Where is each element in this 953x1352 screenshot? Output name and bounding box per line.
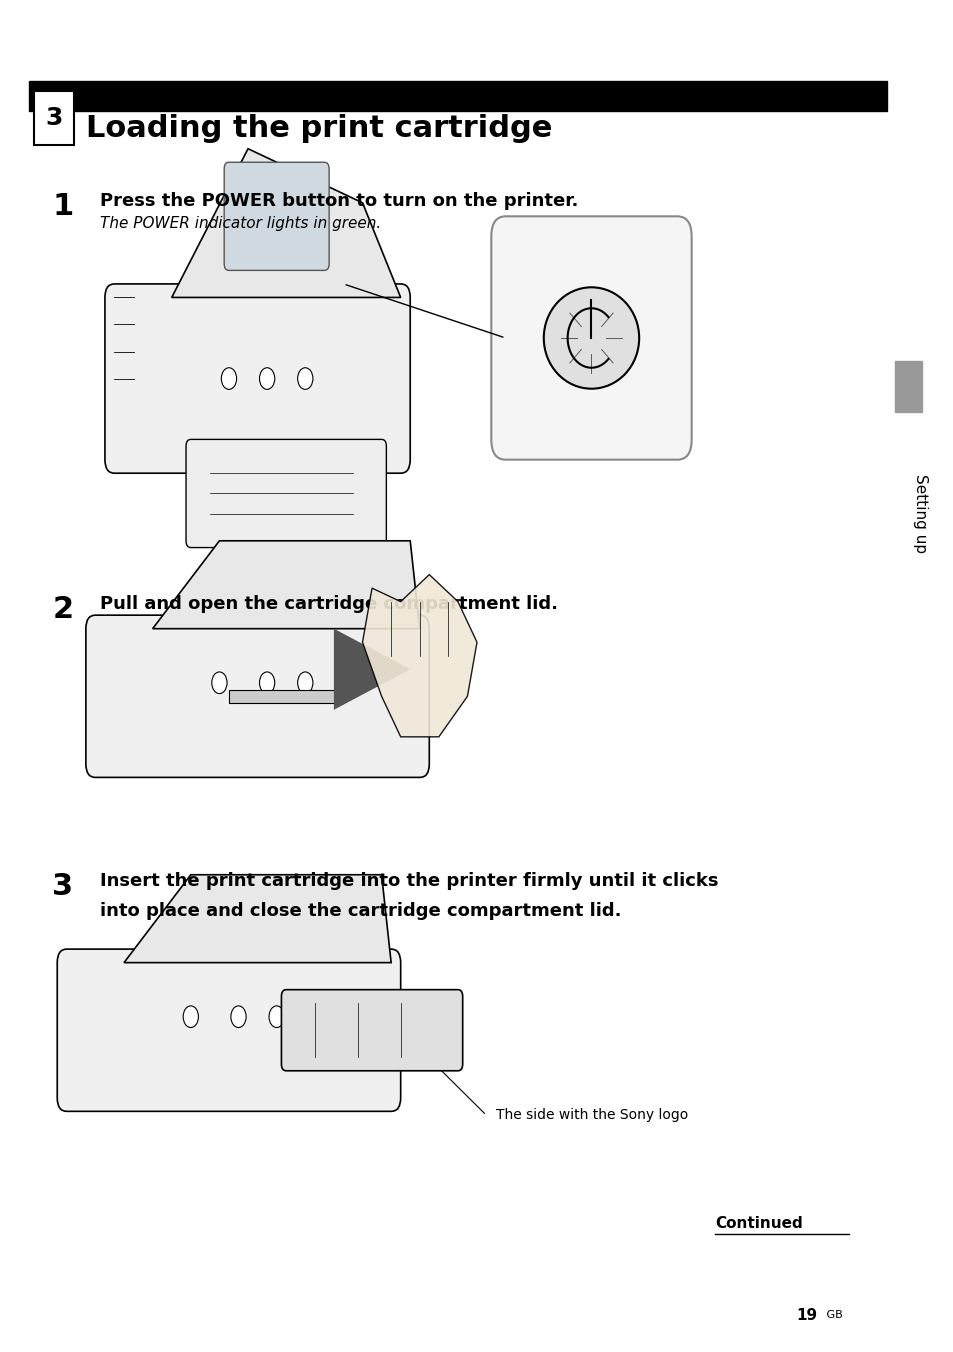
FancyBboxPatch shape [34,91,74,145]
FancyBboxPatch shape [281,990,462,1071]
Text: Setting up: Setting up [912,475,927,553]
FancyBboxPatch shape [57,949,400,1111]
Polygon shape [334,629,410,710]
Text: 3: 3 [52,872,73,900]
FancyBboxPatch shape [105,284,410,473]
FancyBboxPatch shape [224,162,329,270]
Polygon shape [124,875,391,963]
Bar [29,81,886,111]
Text: Insert the print cartridge into the printer firmly until it clicks: Insert the print cartridge into the prin… [100,872,718,890]
Circle shape [259,368,274,389]
FancyBboxPatch shape [86,615,429,777]
Text: 1: 1 [52,192,73,220]
Bar [229,690,343,703]
FancyBboxPatch shape [186,439,386,548]
Circle shape [183,1006,198,1028]
Circle shape [269,1006,284,1028]
Circle shape [297,368,313,389]
Text: GB: GB [822,1310,842,1321]
Text: 3: 3 [46,105,63,130]
Circle shape [221,368,236,389]
Text: The POWER indicator lights in green.: The POWER indicator lights in green. [100,216,381,231]
Text: 2: 2 [52,595,73,623]
Ellipse shape [543,288,639,389]
Polygon shape [172,149,400,297]
Circle shape [231,1006,246,1028]
Text: Pull and open the cartridge compartment lid.: Pull and open the cartridge compartment … [100,595,558,612]
Polygon shape [152,541,419,629]
Circle shape [297,672,313,694]
Text: Continued: Continued [715,1215,802,1232]
Text: Press the POWER button to turn on the printer.: Press the POWER button to turn on the pr… [100,192,578,210]
Circle shape [212,672,227,694]
Text: Loading the print cartridge: Loading the print cartridge [86,114,552,143]
Text: The side with the Sony logo: The side with the Sony logo [496,1109,688,1122]
Circle shape [259,672,274,694]
Text: into place and close the cartridge compartment lid.: into place and close the cartridge compa… [100,902,621,919]
Polygon shape [362,575,476,737]
Text: 19: 19 [796,1307,817,1324]
Bar [894,361,921,412]
FancyBboxPatch shape [491,216,691,460]
